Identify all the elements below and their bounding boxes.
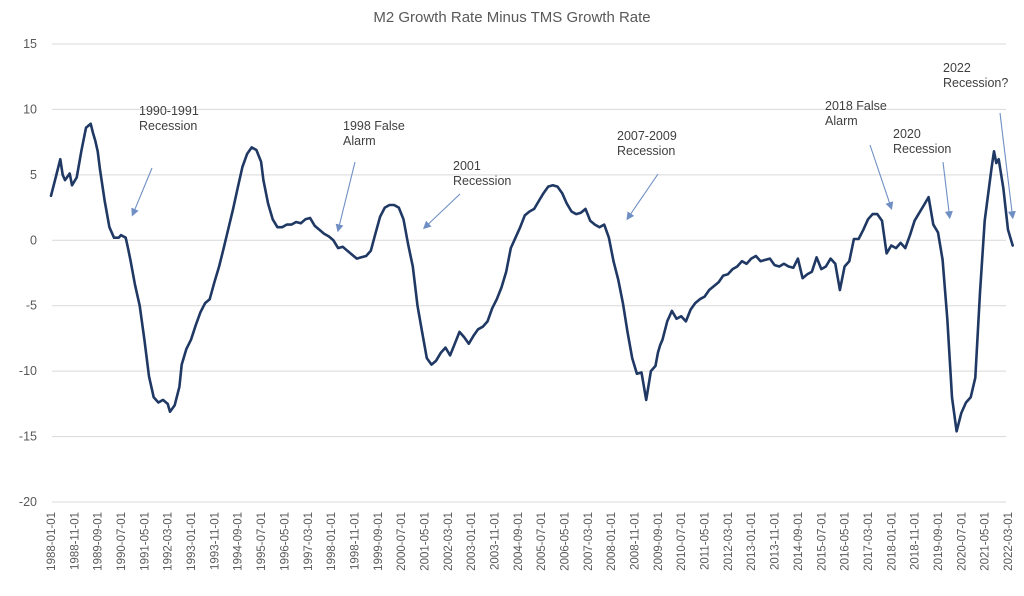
x-tick-label: 1998-01-01: [326, 512, 338, 571]
x-tick-label: 2003-01-01: [466, 512, 478, 571]
x-tick-label: 1995-07-01: [256, 512, 268, 571]
x-tick-label: 2018-01-01: [886, 512, 898, 571]
series-line: [49, 122, 1014, 433]
x-tick-label: 1992-03-01: [163, 512, 175, 571]
x-tick-label: 1998-11-01: [349, 512, 361, 570]
annotation-text: Recession: [617, 144, 675, 158]
annotation-arrow: [626, 173, 659, 221]
x-tick-label: 2009-09-01: [653, 512, 665, 571]
annotation-text: 2001: [453, 159, 481, 173]
x-tick-label: 1997-03-01: [303, 512, 315, 571]
x-tick-label: 2005-07-01: [536, 512, 548, 571]
y-tick-label: -15: [19, 430, 37, 444]
x-tick-label: 2001-05-01: [419, 512, 431, 571]
annotation-arrow: [335, 161, 356, 233]
x-tick-label: 1988-01-01: [46, 512, 58, 571]
x-tick-label: 2013-11-01: [770, 512, 782, 570]
x-tick-label: 2016-05-01: [840, 512, 852, 571]
annotation-text: Recession?: [943, 76, 1008, 90]
y-tick-label: 15: [23, 37, 37, 51]
annotation-arrow: [869, 144, 894, 211]
x-tick-label: 2021-05-01: [980, 512, 992, 571]
annotation-arrow: [423, 193, 461, 230]
annotation-text: 2022: [943, 61, 971, 75]
x-tick-label: 1989-09-01: [93, 512, 105, 571]
chart-title: M2 Growth Rate Minus TMS Growth Rate: [373, 9, 650, 26]
annotation-arrow: [999, 112, 1016, 220]
annotation-text: Recession: [893, 142, 951, 156]
x-tick-label: 1999-09-01: [373, 512, 385, 571]
annotation-text: 2020: [893, 127, 921, 141]
x-tick-label: 2018-11-01: [910, 512, 922, 570]
x-tick-label: 2019-09-01: [933, 512, 945, 571]
annotation-text: Recession: [139, 119, 197, 133]
x-tick-label: 1993-01-01: [186, 512, 198, 571]
x-tick-label: 2002-03-01: [443, 512, 455, 571]
y-tick-label: 10: [23, 102, 37, 116]
y-tick-label: 0: [30, 233, 37, 247]
x-tick-label: 2015-07-01: [816, 512, 828, 571]
series-group: [49, 122, 1014, 433]
x-tick-label: 2008-01-01: [606, 512, 618, 571]
gridlines: [52, 43, 1006, 503]
x-tick-label: 2006-05-01: [560, 512, 572, 571]
x-tick-label: 2022-03-01: [1003, 512, 1015, 571]
x-tick-label: 2003-11-01: [489, 512, 501, 570]
annotation-text: 1998 False: [343, 119, 405, 133]
y-tick-label: 5: [30, 168, 37, 182]
y-tick-label: -5: [26, 299, 37, 313]
x-tick-label: 1996-05-01: [279, 512, 291, 571]
x-tick-label: 2008-11-01: [630, 512, 642, 570]
annotation-text: 2018 False: [825, 99, 887, 113]
x-tick-label: 2000-07-01: [396, 512, 408, 571]
annotation-arrow: [131, 167, 153, 217]
x-axis-ticks: 1988-01-01 1988-11-01 1989-09-01 1990-07-01…: [46, 512, 1015, 571]
annotation-text: 2007-2009: [617, 129, 677, 143]
x-tick-label: 1993-11-01: [209, 512, 221, 570]
x-tick-label: 2012-03-01: [723, 512, 735, 571]
x-tick-label: 2011-05-01: [700, 512, 712, 570]
y-tick-label: -10: [19, 364, 37, 378]
y-tick-label: -20: [19, 495, 37, 509]
x-tick-label: 2004-09-01: [513, 512, 525, 571]
x-tick-label: 1991-05-01: [139, 512, 151, 571]
x-tick-label: 1988-11-01: [69, 512, 81, 570]
annotation-text: Recession: [453, 174, 511, 188]
annotation-text: Alarm: [825, 114, 858, 128]
x-tick-label: 2013-01-01: [746, 512, 758, 571]
annotation-arrow: [942, 161, 953, 220]
x-tick-label: 2010-07-01: [676, 512, 688, 571]
annotation-text: Alarm: [343, 134, 376, 148]
x-tick-label: 1994-09-01: [233, 512, 245, 571]
x-tick-label: 2020-07-01: [956, 512, 968, 571]
annotation-text: 1990-1991: [139, 104, 199, 118]
x-tick-label: 1990-07-01: [116, 512, 128, 571]
y-axis-ticks: 15 10 5 0 -5 -10 -15 -20: [19, 37, 37, 509]
x-tick-label: 2017-03-01: [863, 512, 875, 571]
x-tick-label: 2014-09-01: [793, 512, 805, 571]
x-tick-label: 2007-03-01: [583, 512, 595, 571]
